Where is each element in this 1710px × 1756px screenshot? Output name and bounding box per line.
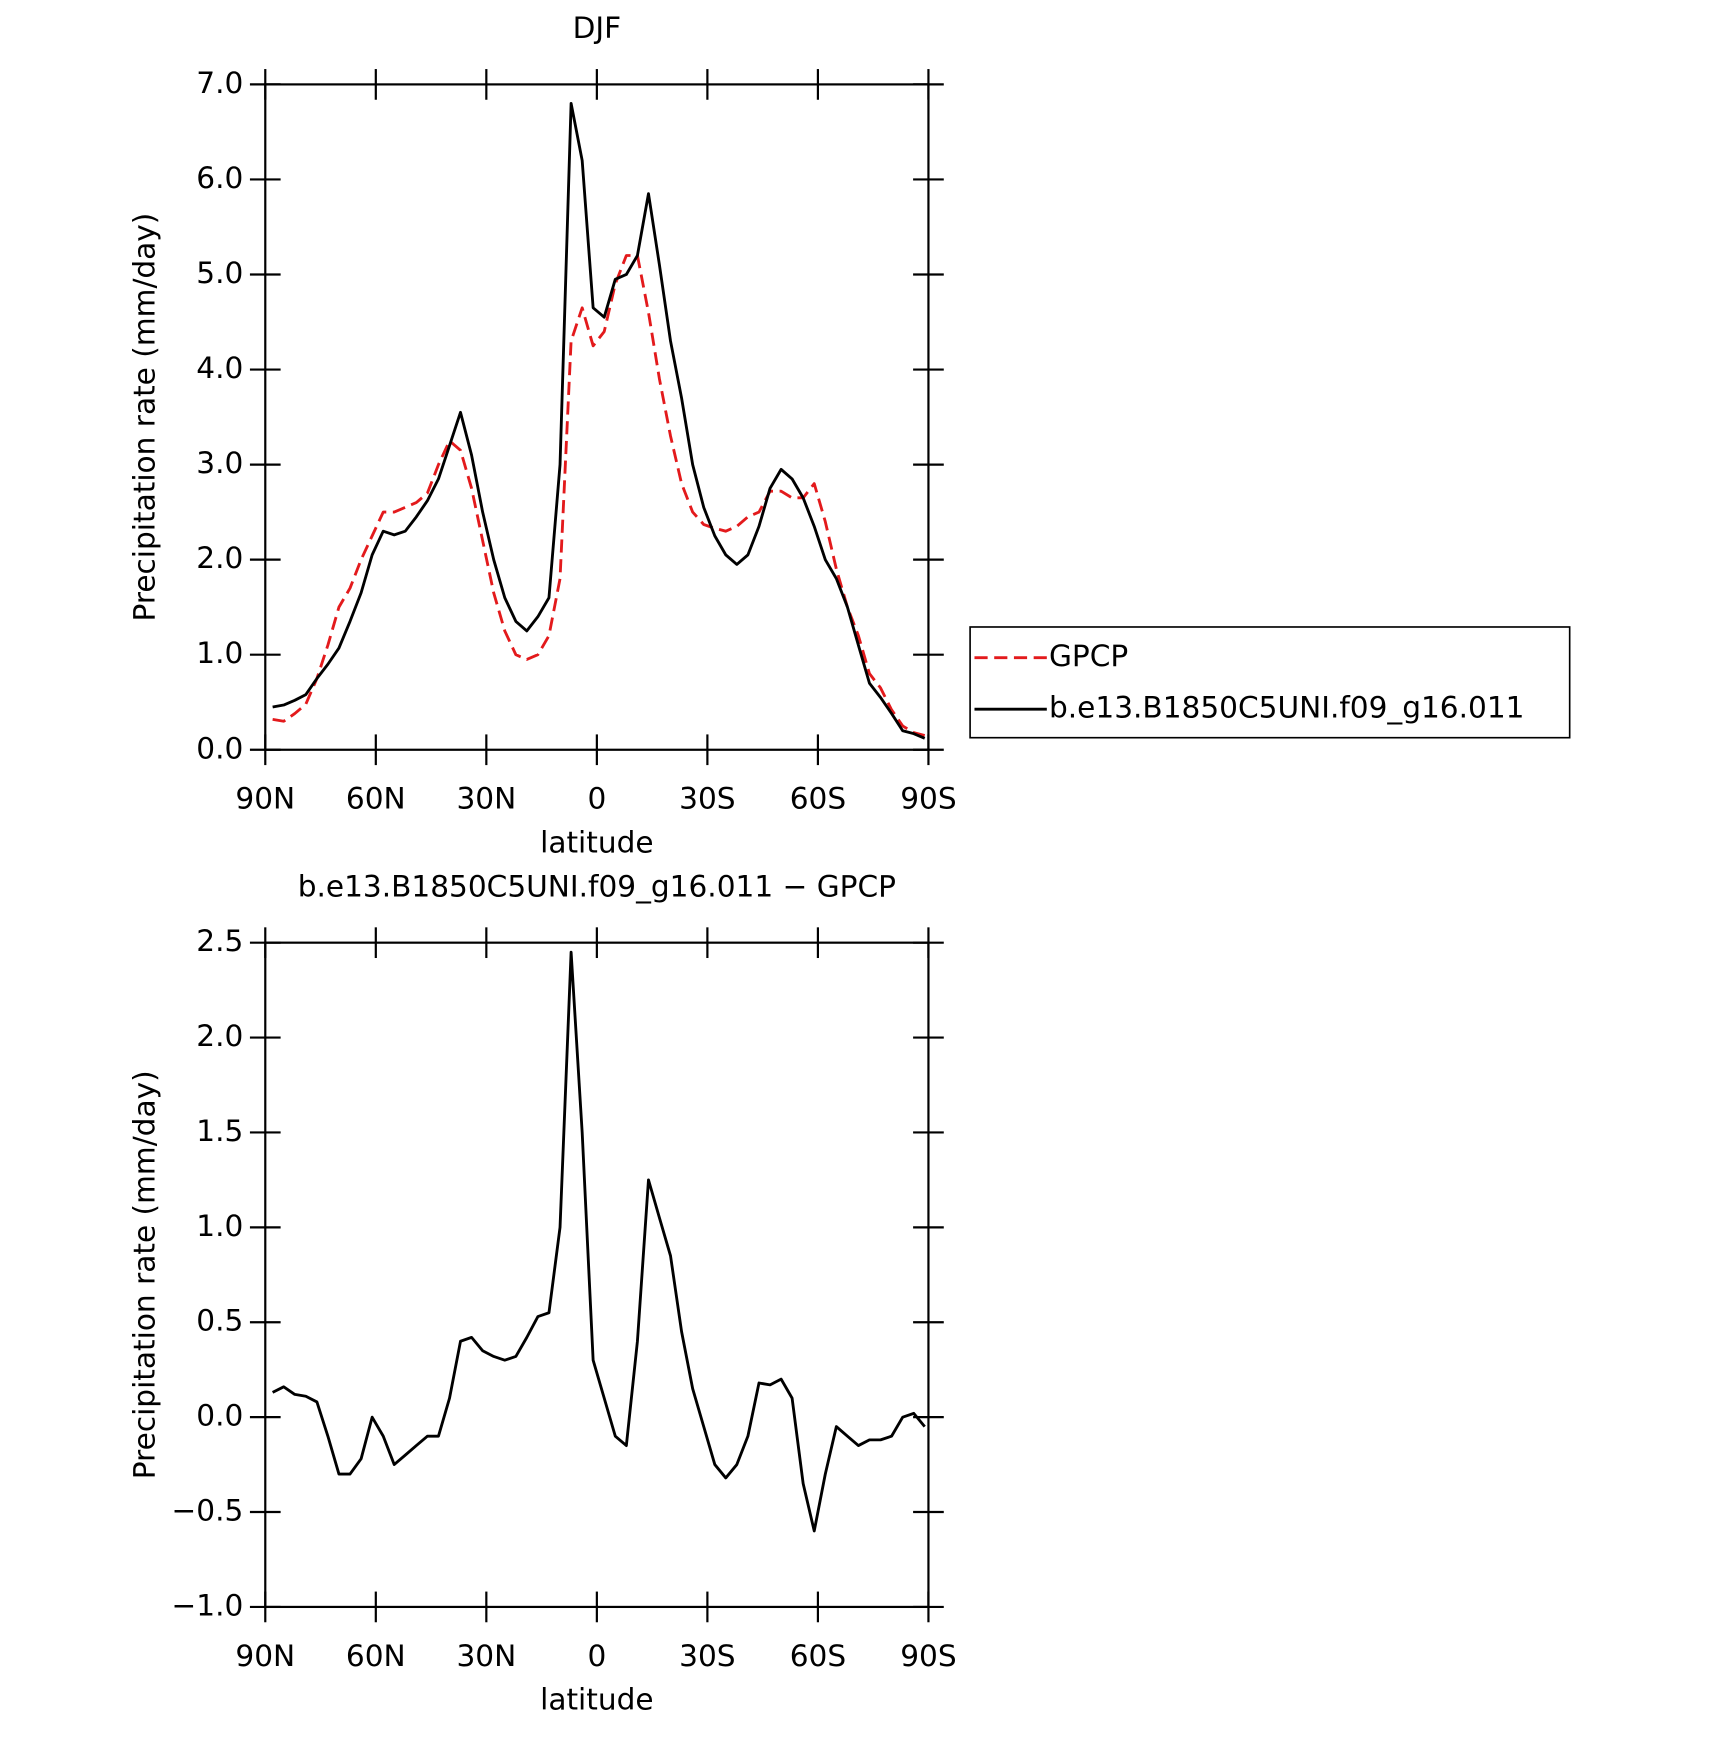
y-tick-label: 2.0: [196, 541, 243, 575]
plot-frame: [264, 83, 930, 751]
y-axis-label: Precipitation rate (mm/day): [127, 1070, 161, 1479]
chart-title: DJF: [573, 11, 622, 45]
plot: DJF latitude Precipitation rate (mm/day) 0.…: [127, 11, 1571, 860]
y-tick-label: 3.0: [196, 446, 243, 480]
x-tick-label: 0: [587, 1639, 606, 1673]
y-tick-label: 0.0: [196, 1399, 243, 1433]
y-tick-label: 0.0: [196, 731, 243, 765]
x-tick-label: 90S: [900, 1639, 956, 1673]
y-tick-label: 0.5: [196, 1304, 243, 1338]
y-tick-label: 1.0: [196, 1209, 243, 1243]
y-tick-label: 2.0: [196, 1019, 243, 1053]
y-tick-label: 1.5: [196, 1114, 243, 1148]
legend-box: [969, 626, 1571, 739]
series-line: [272, 101, 926, 740]
x-tick-label: 60N: [346, 782, 406, 816]
y-tick-label: 2.5: [196, 924, 243, 958]
y-tick-label: 1.0: [196, 636, 243, 670]
legend-label: b.e13.B1850C5UNI.f09_g16.011: [1049, 691, 1524, 725]
y-tick-label: 4.0: [196, 351, 243, 385]
x-tick-label: 30S: [679, 1639, 735, 1673]
x-tick-label: 30N: [456, 1639, 516, 1673]
plot-frame: [264, 941, 930, 1609]
x-tick-label: 60N: [346, 1639, 406, 1673]
legend-label: GPCP: [1049, 639, 1128, 673]
plot: b.e13.B1850C5UNI.f09_g16.011 − GPCP latit…: [127, 869, 956, 1716]
x-tick-label: 90S: [900, 782, 956, 816]
y-tick-label: 5.0: [196, 256, 243, 290]
x-tick-label: 90N: [235, 782, 295, 816]
y-tick-label: 7.0: [196, 66, 243, 100]
x-tick-label: 30S: [679, 782, 735, 816]
y-tick-label: −1.0: [172, 1588, 244, 1622]
series-line: [272, 254, 926, 737]
x-tick-label: 0: [587, 782, 606, 816]
x-tick-label: 90N: [235, 1639, 295, 1673]
y-axis-label: Precipitation rate (mm/day): [127, 213, 161, 622]
chart-title: b.e13.B1850C5UNI.f09_g16.011 − GPCP: [298, 869, 896, 903]
y-tick-label: 6.0: [196, 161, 243, 195]
x-axis-label: latitude: [540, 826, 653, 860]
series-line: [271, 950, 926, 1533]
x-tick-label: 30N: [456, 782, 516, 816]
x-axis-label: latitude: [540, 1683, 653, 1717]
y-tick-label: −0.5: [172, 1494, 244, 1528]
x-tick-label: 60S: [790, 1639, 846, 1673]
x-tick-label: 60S: [790, 782, 846, 816]
